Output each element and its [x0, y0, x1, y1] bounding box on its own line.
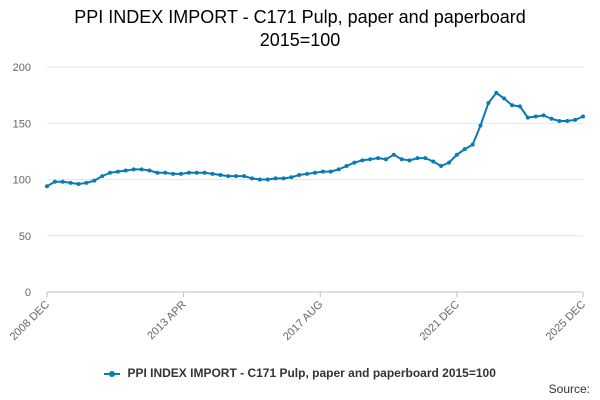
data-point[interactable]	[494, 90, 499, 95]
y-tick-label: 150	[13, 118, 31, 130]
data-point[interactable]	[439, 164, 444, 168]
y-tick-label: 50	[19, 231, 31, 243]
data-point[interactable]	[391, 152, 396, 157]
data-point[interactable]	[313, 170, 317, 175]
y-axis-ticks: 0 50 100 150 200	[13, 62, 31, 299]
data-point[interactable]	[454, 152, 459, 157]
data-point[interactable]	[147, 168, 152, 173]
data-point[interactable]	[52, 179, 57, 184]
legend-label: PPI INDEX IMPORT - C171 Pulp, paper and …	[127, 366, 496, 380]
data-point[interactable]	[100, 174, 105, 179]
series-group	[45, 90, 585, 189]
x-tick-label: 2013 APR	[145, 299, 189, 343]
y-grid	[47, 66, 583, 293]
data-point[interactable]	[470, 142, 475, 147]
data-point[interactable]	[486, 101, 491, 105]
data-point[interactable]	[84, 180, 89, 185]
chart-title-line: PPI INDEX IMPORT - C171 Pulp, paper and …	[74, 7, 526, 27]
data-point[interactable]	[108, 170, 113, 175]
data-point[interactable]	[218, 173, 223, 177]
data-point[interactable]	[336, 167, 341, 172]
data-point[interactable]	[510, 103, 515, 108]
data-point[interactable]	[281, 176, 286, 181]
data-point[interactable]	[368, 157, 373, 162]
data-point[interactable]	[549, 116, 554, 121]
data-point[interactable]	[352, 160, 357, 165]
data-point[interactable]	[139, 167, 144, 172]
chart-title: PPI INDEX IMPORT - C171 Pulp, paper and …	[0, 6, 600, 52]
data-point[interactable]	[179, 171, 183, 176]
data-point[interactable]	[194, 170, 199, 175]
data-point[interactable]	[431, 159, 436, 164]
data-point[interactable]	[525, 115, 530, 120]
x-tick-label: 2008 DEC	[8, 299, 52, 343]
data-point[interactable]	[186, 170, 191, 175]
data-point[interactable]	[76, 182, 81, 186]
data-point[interactable]	[123, 168, 128, 173]
data-point[interactable]	[273, 176, 278, 181]
data-point[interactable]	[249, 176, 254, 181]
source-label: Source:	[548, 382, 590, 396]
data-point[interactable]	[541, 113, 546, 118]
data-point[interactable]	[478, 123, 483, 128]
data-point[interactable]	[407, 158, 412, 163]
data-point[interactable]	[565, 119, 570, 123]
data-point[interactable]	[383, 157, 388, 162]
data-point[interactable]	[131, 167, 136, 172]
data-point[interactable]	[360, 158, 365, 163]
data-point[interactable]	[415, 156, 420, 161]
data-point[interactable]	[517, 104, 522, 109]
data-point[interactable]	[210, 171, 215, 176]
data-point[interactable]	[462, 147, 467, 152]
y-tick-label: 200	[13, 62, 31, 74]
data-point[interactable]	[202, 170, 207, 175]
data-point[interactable]	[68, 180, 73, 185]
data-point[interactable]	[289, 175, 294, 180]
x-tick-label: 2021 DEC	[418, 299, 462, 343]
data-point[interactable]	[305, 171, 310, 176]
data-point[interactable]	[320, 169, 325, 174]
data-point[interactable]	[242, 174, 247, 179]
data-point[interactable]	[60, 179, 65, 184]
x-axis: 2008 DEC 2013 APR 2017 AUG 2021 DEC 2025 DEC	[8, 292, 588, 343]
chart-subtitle: 2015=100	[259, 30, 341, 50]
data-point[interactable]	[423, 156, 428, 161]
data-point[interactable]	[328, 169, 333, 174]
data-point[interactable]	[115, 169, 120, 174]
data-point[interactable]	[557, 119, 562, 123]
x-tick-label: 2025 DEC	[544, 299, 588, 343]
x-tick-label: 2017 AUG	[281, 299, 325, 343]
data-point[interactable]	[92, 178, 97, 183]
data-point[interactable]	[399, 157, 404, 162]
data-point[interactable]	[234, 174, 239, 179]
legend[interactable]: PPI INDEX IMPORT - C171 Pulp, paper and …	[0, 366, 600, 380]
legend-swatch-icon	[104, 370, 121, 377]
data-point[interactable]	[447, 160, 451, 165]
data-point[interactable]	[155, 170, 160, 175]
data-point[interactable]	[502, 96, 507, 101]
data-point[interactable]	[171, 171, 176, 176]
line-chart: 0 50 100 150 200 2008 DEC 2013 APR 2017 AUG 202…	[8, 62, 588, 343]
y-tick-label: 100	[13, 175, 31, 187]
data-point[interactable]	[533, 114, 538, 119]
y-tick-label: 0	[25, 287, 31, 299]
data-point[interactable]	[573, 117, 578, 122]
data-point[interactable]	[265, 177, 270, 182]
data-point[interactable]	[45, 184, 49, 189]
data-point[interactable]	[226, 174, 231, 179]
data-point[interactable]	[581, 114, 585, 119]
data-point[interactable]	[163, 170, 168, 175]
data-point[interactable]	[344, 164, 349, 168]
data-point[interactable]	[376, 156, 381, 161]
data-point[interactable]	[297, 173, 302, 177]
data-point[interactable]	[257, 177, 262, 182]
